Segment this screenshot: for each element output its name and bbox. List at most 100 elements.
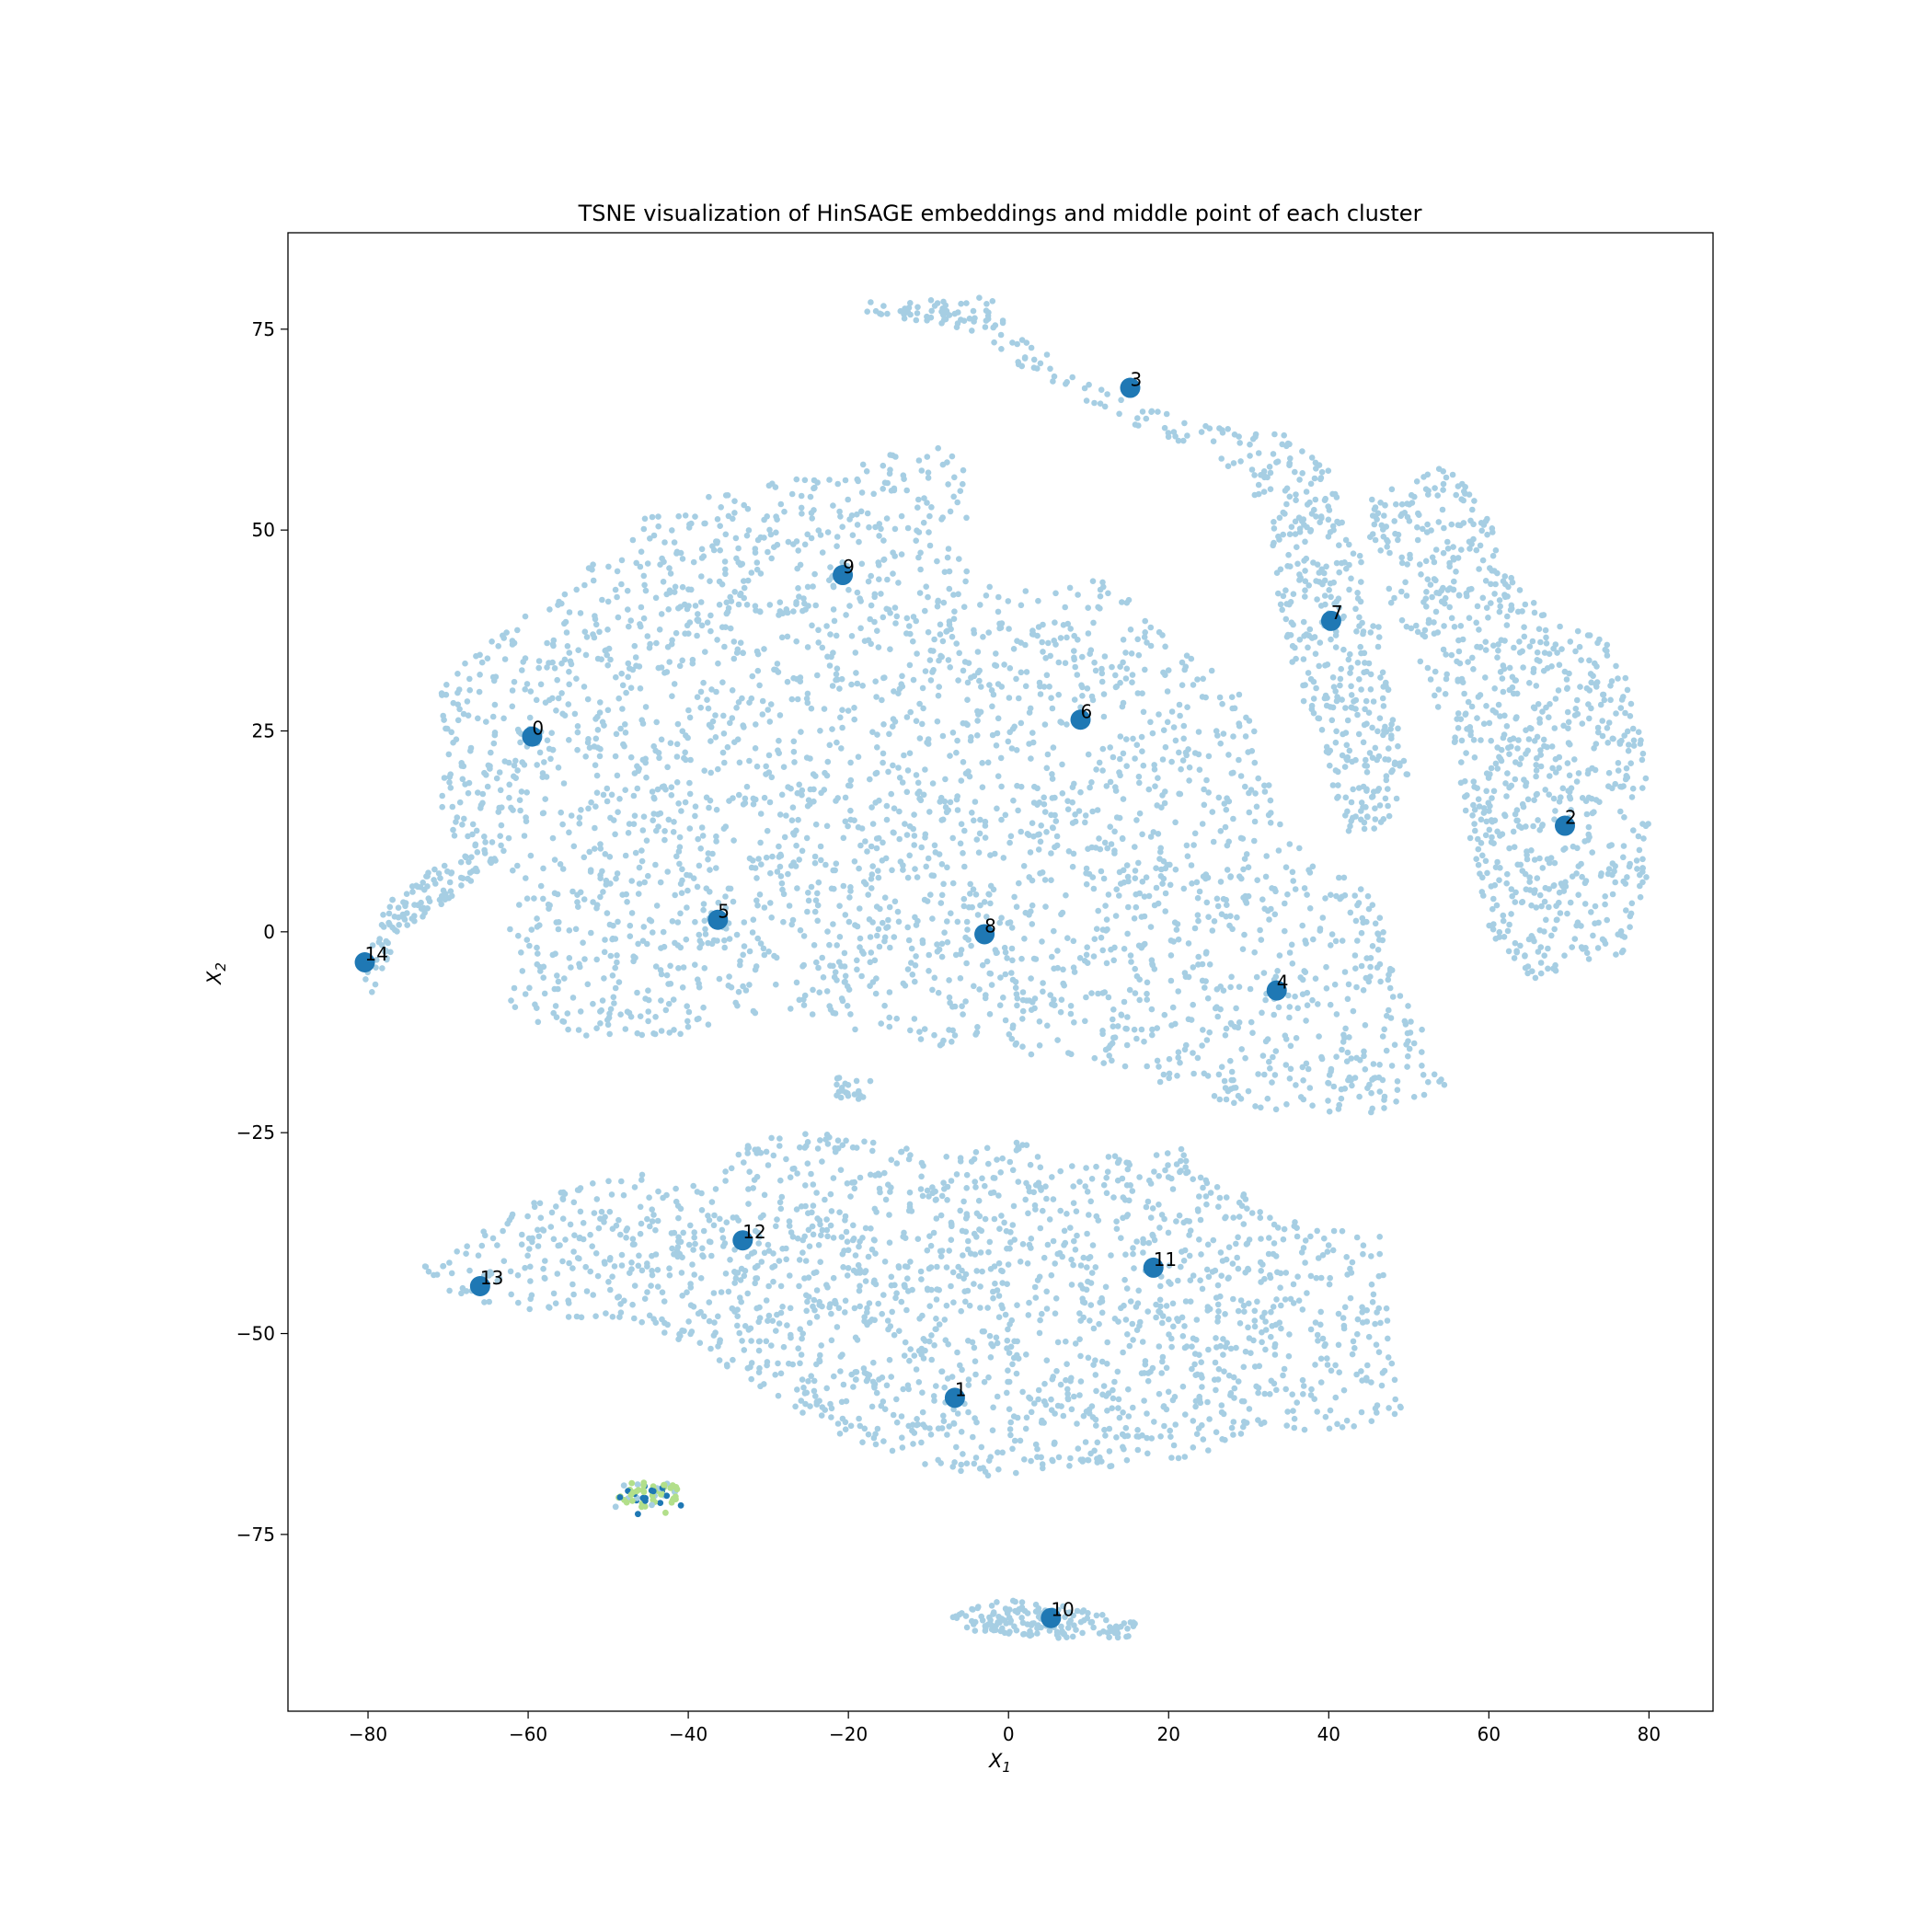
embedding-point	[1120, 796, 1127, 802]
embedding-point	[982, 1215, 989, 1223]
embedding-point	[1350, 550, 1357, 557]
embedding-point	[1531, 857, 1538, 863]
embedding-point	[1175, 1049, 1182, 1055]
embedding-point	[1036, 1018, 1043, 1025]
embedding-point	[902, 1339, 909, 1346]
embedding-point	[1494, 569, 1501, 577]
embedding-point	[566, 609, 573, 615]
embedding-point	[1358, 686, 1364, 693]
embedding-point	[519, 968, 526, 974]
embedding-point	[870, 490, 877, 498]
embedding-point	[829, 726, 835, 732]
embedding-point	[996, 919, 1003, 926]
embedding-point	[1604, 652, 1611, 659]
embedding-point	[1077, 788, 1084, 796]
embedding-point	[1523, 886, 1530, 892]
embedding-point	[997, 1169, 1004, 1176]
embedding-point	[905, 937, 913, 944]
embedding-point	[682, 749, 688, 756]
embedding-point	[1470, 801, 1477, 809]
embedding-point	[1296, 529, 1304, 535]
embedding-point	[1537, 752, 1544, 758]
embedding-point	[1206, 1029, 1213, 1036]
embedding-point	[1518, 755, 1524, 762]
embedding-point	[1000, 855, 1007, 861]
embedding-point	[1369, 724, 1375, 731]
embedding-point	[991, 1215, 998, 1223]
embedding-point	[1553, 769, 1559, 776]
embedding-point	[1214, 1282, 1222, 1289]
embedding-point	[749, 673, 756, 680]
embedding-point	[971, 1281, 977, 1287]
embedding-point	[704, 696, 710, 703]
embedding-point	[490, 740, 498, 747]
embedding-point	[913, 617, 919, 625]
embedding-point	[1434, 492, 1441, 499]
embedding-point	[1183, 842, 1190, 849]
embedding-point	[1332, 644, 1340, 650]
embedding-point	[849, 532, 857, 538]
embedding-point	[705, 1021, 712, 1028]
embedding-point	[1333, 892, 1340, 900]
embedding-point	[926, 542, 934, 549]
embedding-point	[1363, 788, 1370, 794]
embedding-point	[993, 650, 999, 657]
embedding-point	[1486, 826, 1493, 834]
embedding-point	[683, 936, 690, 943]
embedding-point	[869, 729, 876, 735]
embedding-point	[659, 1289, 666, 1295]
embedding-point	[878, 591, 884, 597]
embedding-point	[1327, 1001, 1334, 1008]
embedding-point	[1374, 947, 1382, 953]
embedding-point	[675, 965, 682, 972]
embedding-point	[489, 839, 496, 845]
embedding-point	[376, 936, 384, 942]
embedding-point	[834, 534, 841, 540]
embedding-point	[1610, 735, 1616, 742]
embedding-point	[661, 783, 667, 789]
embedding-point	[1186, 777, 1192, 784]
embedding-point	[1312, 975, 1319, 982]
embedding-point	[1028, 1236, 1035, 1242]
embedding-point	[918, 844, 925, 851]
embedding-point	[1272, 1106, 1280, 1113]
embedding-point	[1136, 1174, 1143, 1180]
embedding-point	[1071, 632, 1077, 639]
embedding-point	[1092, 667, 1099, 674]
embedding-point	[963, 514, 970, 522]
embedding-point	[1401, 510, 1409, 516]
embedding-point	[866, 1300, 873, 1306]
embedding-point	[810, 583, 816, 590]
embedding-point	[1231, 1099, 1237, 1107]
embedding-point	[424, 883, 431, 890]
embedding-point	[1471, 784, 1478, 790]
embedding-point	[518, 788, 525, 795]
embedding-point	[856, 538, 862, 546]
embedding-point	[1459, 679, 1466, 685]
embedding-point	[573, 586, 580, 593]
embedding-point	[1142, 940, 1148, 948]
embedding-point	[845, 918, 853, 926]
embedding-point	[707, 769, 714, 776]
embedding-point	[1336, 542, 1342, 548]
embedding-point	[1584, 632, 1592, 638]
embedding-point	[1331, 981, 1339, 988]
embedding-point	[690, 875, 697, 881]
embedding-point	[881, 479, 889, 486]
embedding-point	[843, 1397, 850, 1405]
embedding-point	[963, 568, 970, 575]
embedding-point	[1248, 787, 1255, 793]
embedding-point	[904, 924, 911, 931]
embedding-point	[1178, 1145, 1185, 1153]
embedding-point	[1195, 1425, 1202, 1432]
embedding-point	[626, 623, 632, 630]
embedding-point	[1142, 666, 1148, 673]
embedding-point	[458, 882, 465, 889]
embedding-point	[1057, 635, 1064, 641]
embedding-point	[1421, 627, 1429, 634]
embedding-point	[1589, 810, 1596, 817]
embedding-point	[742, 795, 749, 802]
embedding-point	[827, 631, 834, 638]
embedding-point	[1448, 651, 1455, 659]
embedding-point	[1377, 674, 1384, 681]
